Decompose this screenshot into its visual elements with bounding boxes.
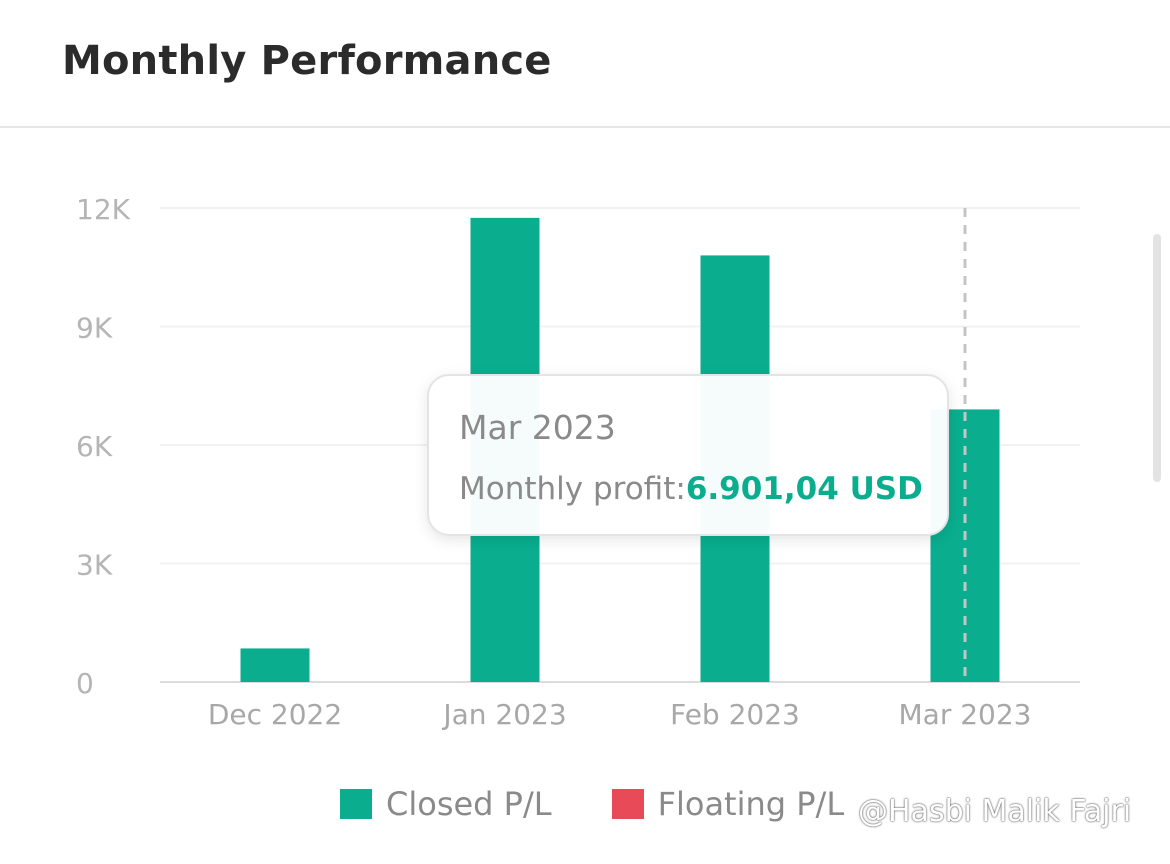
chart-tooltip: Mar 2023 Monthly profit:6.901,04 USD	[427, 374, 949, 536]
legend-label-floating-pl: Floating P/L	[657, 785, 845, 823]
tooltip-title: Mar 2023	[459, 408, 616, 447]
y-tick-label: 9K	[76, 312, 113, 345]
legend-swatch-floating-pl	[611, 789, 644, 819]
y-tick-label: 0	[76, 667, 94, 700]
legend-swatch-closed-pl	[340, 789, 372, 819]
tooltip-label: Monthly profit:	[459, 471, 686, 507]
watermark: @Hasbi Malik Fajri	[858, 794, 1132, 829]
x-tick-label: Dec 2022	[208, 698, 342, 731]
y-tick-label: 3K	[76, 549, 113, 582]
header: Monthly Performance	[0, 0, 1170, 128]
bar-closed-pl[interactable]	[240, 648, 310, 682]
tooltip-value: 6.901,04 USD	[685, 471, 923, 507]
y-tick-label: 12K	[76, 193, 131, 226]
legend-item-floating-pl[interactable]: Floating P/L	[611, 785, 845, 823]
x-tick-label: Jan 2023	[441, 698, 566, 731]
tooltip-row: Monthly profit:6.901,04 USD	[459, 471, 923, 507]
legend-item-closed-pl[interactable]: Closed P/L	[340, 785, 552, 823]
scrollbar[interactable]	[1153, 234, 1161, 482]
x-tick-label: Feb 2023	[670, 698, 800, 731]
page-title: Monthly Performance	[62, 38, 552, 84]
x-tick-label: Mar 2023	[899, 698, 1032, 731]
legend-label-closed-pl: Closed P/L	[386, 785, 552, 823]
y-tick-label: 6K	[76, 430, 113, 463]
chart-legend: Closed P/L Floating P/L	[340, 784, 904, 824]
